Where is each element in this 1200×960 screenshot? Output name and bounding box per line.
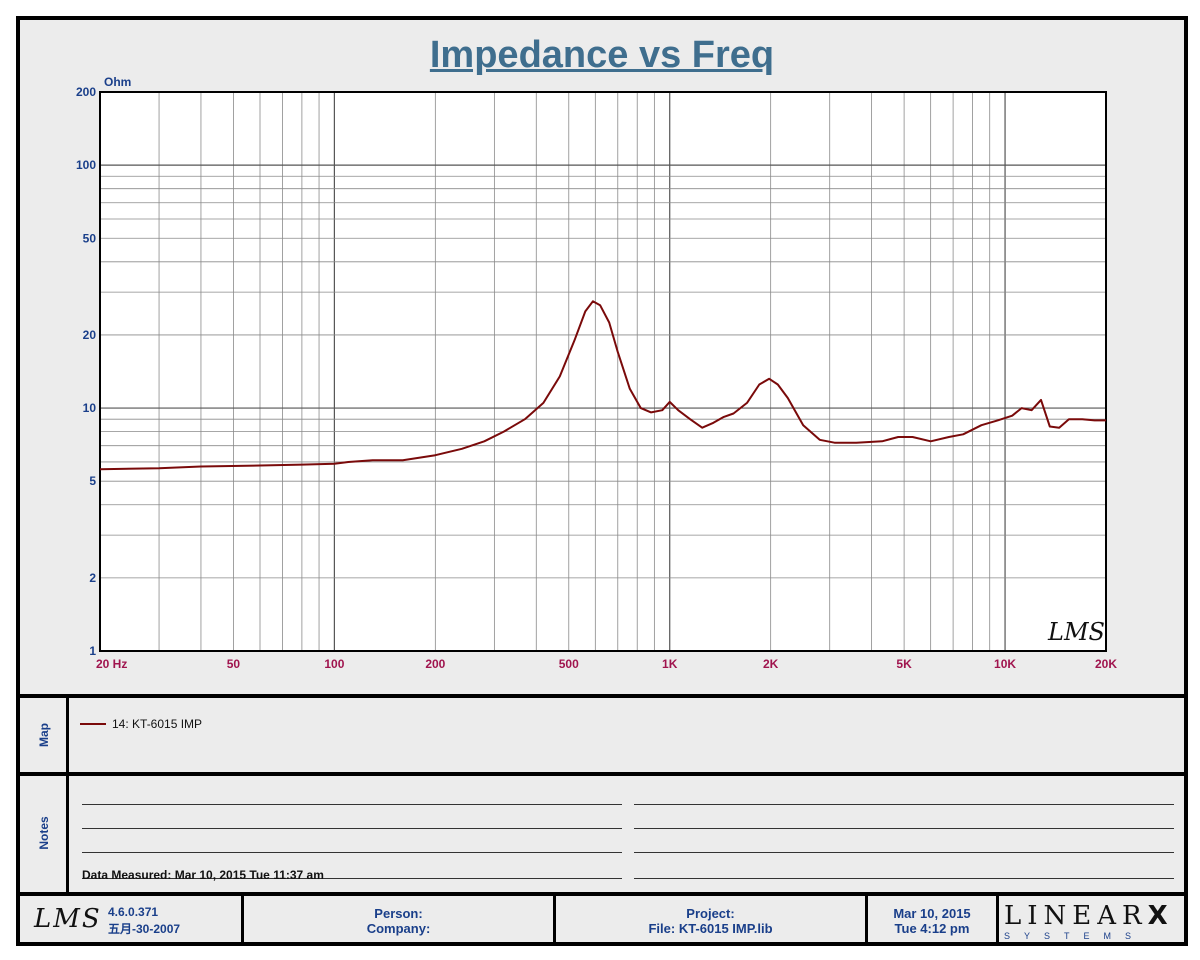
y-tick-label: 2 xyxy=(89,571,96,585)
company-label: Company: xyxy=(366,921,431,936)
footer-divider xyxy=(865,896,868,942)
impedance-series-line xyxy=(99,300,1106,471)
map-section-label: Map xyxy=(37,723,51,747)
impedance-chart: 200 100 50 20 10 5 2 120 Hz 50 100 200 500 1K 2K 5K 10K… xyxy=(76,75,1117,671)
lms-watermark: LMS xyxy=(1047,618,1105,646)
lms-logo: LMS xyxy=(34,904,102,934)
series-layer xyxy=(99,300,1106,471)
version-date: 五月-30-2007 xyxy=(108,922,181,936)
note-line xyxy=(82,804,622,805)
y-tick-label: 200 xyxy=(76,85,96,99)
x-tick-label: 20K xyxy=(1095,657,1117,671)
person-company-cell: Person: Company: xyxy=(244,900,553,942)
footer-divider xyxy=(996,896,999,942)
x-tick-label: 50 xyxy=(227,657,241,671)
footer-divider xyxy=(553,896,556,942)
divider-map-top xyxy=(20,694,1184,698)
y-tick-label: 5 xyxy=(89,474,96,488)
note-line xyxy=(634,852,1174,853)
x-tick-label: 500 xyxy=(559,657,579,671)
note-line xyxy=(82,828,622,829)
note-line xyxy=(634,804,1174,805)
y-tick-label: 50 xyxy=(83,231,97,245)
version-number: 4.6.0.371 xyxy=(108,905,159,919)
x-tick-label: 1K xyxy=(662,657,678,671)
report-frame: Impedance vs Freq 200 100 50 20 10 5 2 1 20 Hz 50… xyxy=(16,16,1188,946)
divider-notes-top xyxy=(20,772,1184,776)
footer-date: Mar 10, 2015 xyxy=(893,906,971,921)
divider-footer-top xyxy=(20,892,1184,896)
file-label: File: KT-6015 IMP.lib xyxy=(648,921,773,936)
legend-entry: 14: KT-6015 IMP xyxy=(80,717,202,731)
chart-title: Impedance vs Freq xyxy=(429,34,775,76)
plot-background xyxy=(100,92,1106,651)
x-tick-label: 20 Hz xyxy=(96,657,127,671)
note-line xyxy=(634,828,1174,829)
note-line xyxy=(82,852,622,853)
project-cell: Project: File: KT-6015 IMP.lib xyxy=(556,900,865,942)
date-cell: Mar 10, 2015 Tue 4:12 pm xyxy=(868,900,996,942)
x-tick-label: 2K xyxy=(763,657,779,671)
x-tick-label: 5K xyxy=(896,657,912,671)
note-line xyxy=(634,878,1174,879)
footer-divider xyxy=(241,896,244,942)
legend-label: 14: KT-6015 IMP xyxy=(112,717,203,731)
notes-side-divider xyxy=(66,776,69,892)
y-tick-label: 100 xyxy=(76,158,96,172)
note-line xyxy=(82,878,622,879)
x-tick-label: 10K xyxy=(994,657,1016,671)
y-tick-label: 20 xyxy=(83,328,97,342)
footer-time: Tue 4:12 pm xyxy=(894,921,970,936)
axis-ticks: 200 100 50 20 10 5 2 120 Hz 50 100 200 500 1K 2K 5K 10K… xyxy=(76,85,1117,671)
linearx-logo: LINEARX SYSTEMS xyxy=(1004,902,1174,942)
person-label: Person: xyxy=(374,906,423,921)
legend-swatch xyxy=(80,723,106,725)
map-side-divider xyxy=(66,698,69,772)
version-block: 4.6.0.371 五月-30-2007 xyxy=(108,904,180,938)
plot-border xyxy=(99,91,1107,652)
x-tick-label: 100 xyxy=(324,657,344,671)
x-tick-label: 200 xyxy=(425,657,445,671)
data-measured-text: Data Measured: Mar 10, 2015 Tue 11:37 am xyxy=(82,868,324,882)
chart-grid xyxy=(100,92,1106,651)
y-axis-unit: Ohm xyxy=(104,75,131,89)
y-tick-label: 1 xyxy=(89,644,96,658)
notes-section-label: Notes xyxy=(37,816,51,850)
linearx-mark: X xyxy=(1147,901,1174,931)
linearx-sub: SYSTEMS xyxy=(1004,931,1146,941)
project-label: Project: xyxy=(686,906,735,921)
y-tick-label: 10 xyxy=(83,401,97,415)
linearx-brand: LINEAR xyxy=(1004,901,1148,931)
